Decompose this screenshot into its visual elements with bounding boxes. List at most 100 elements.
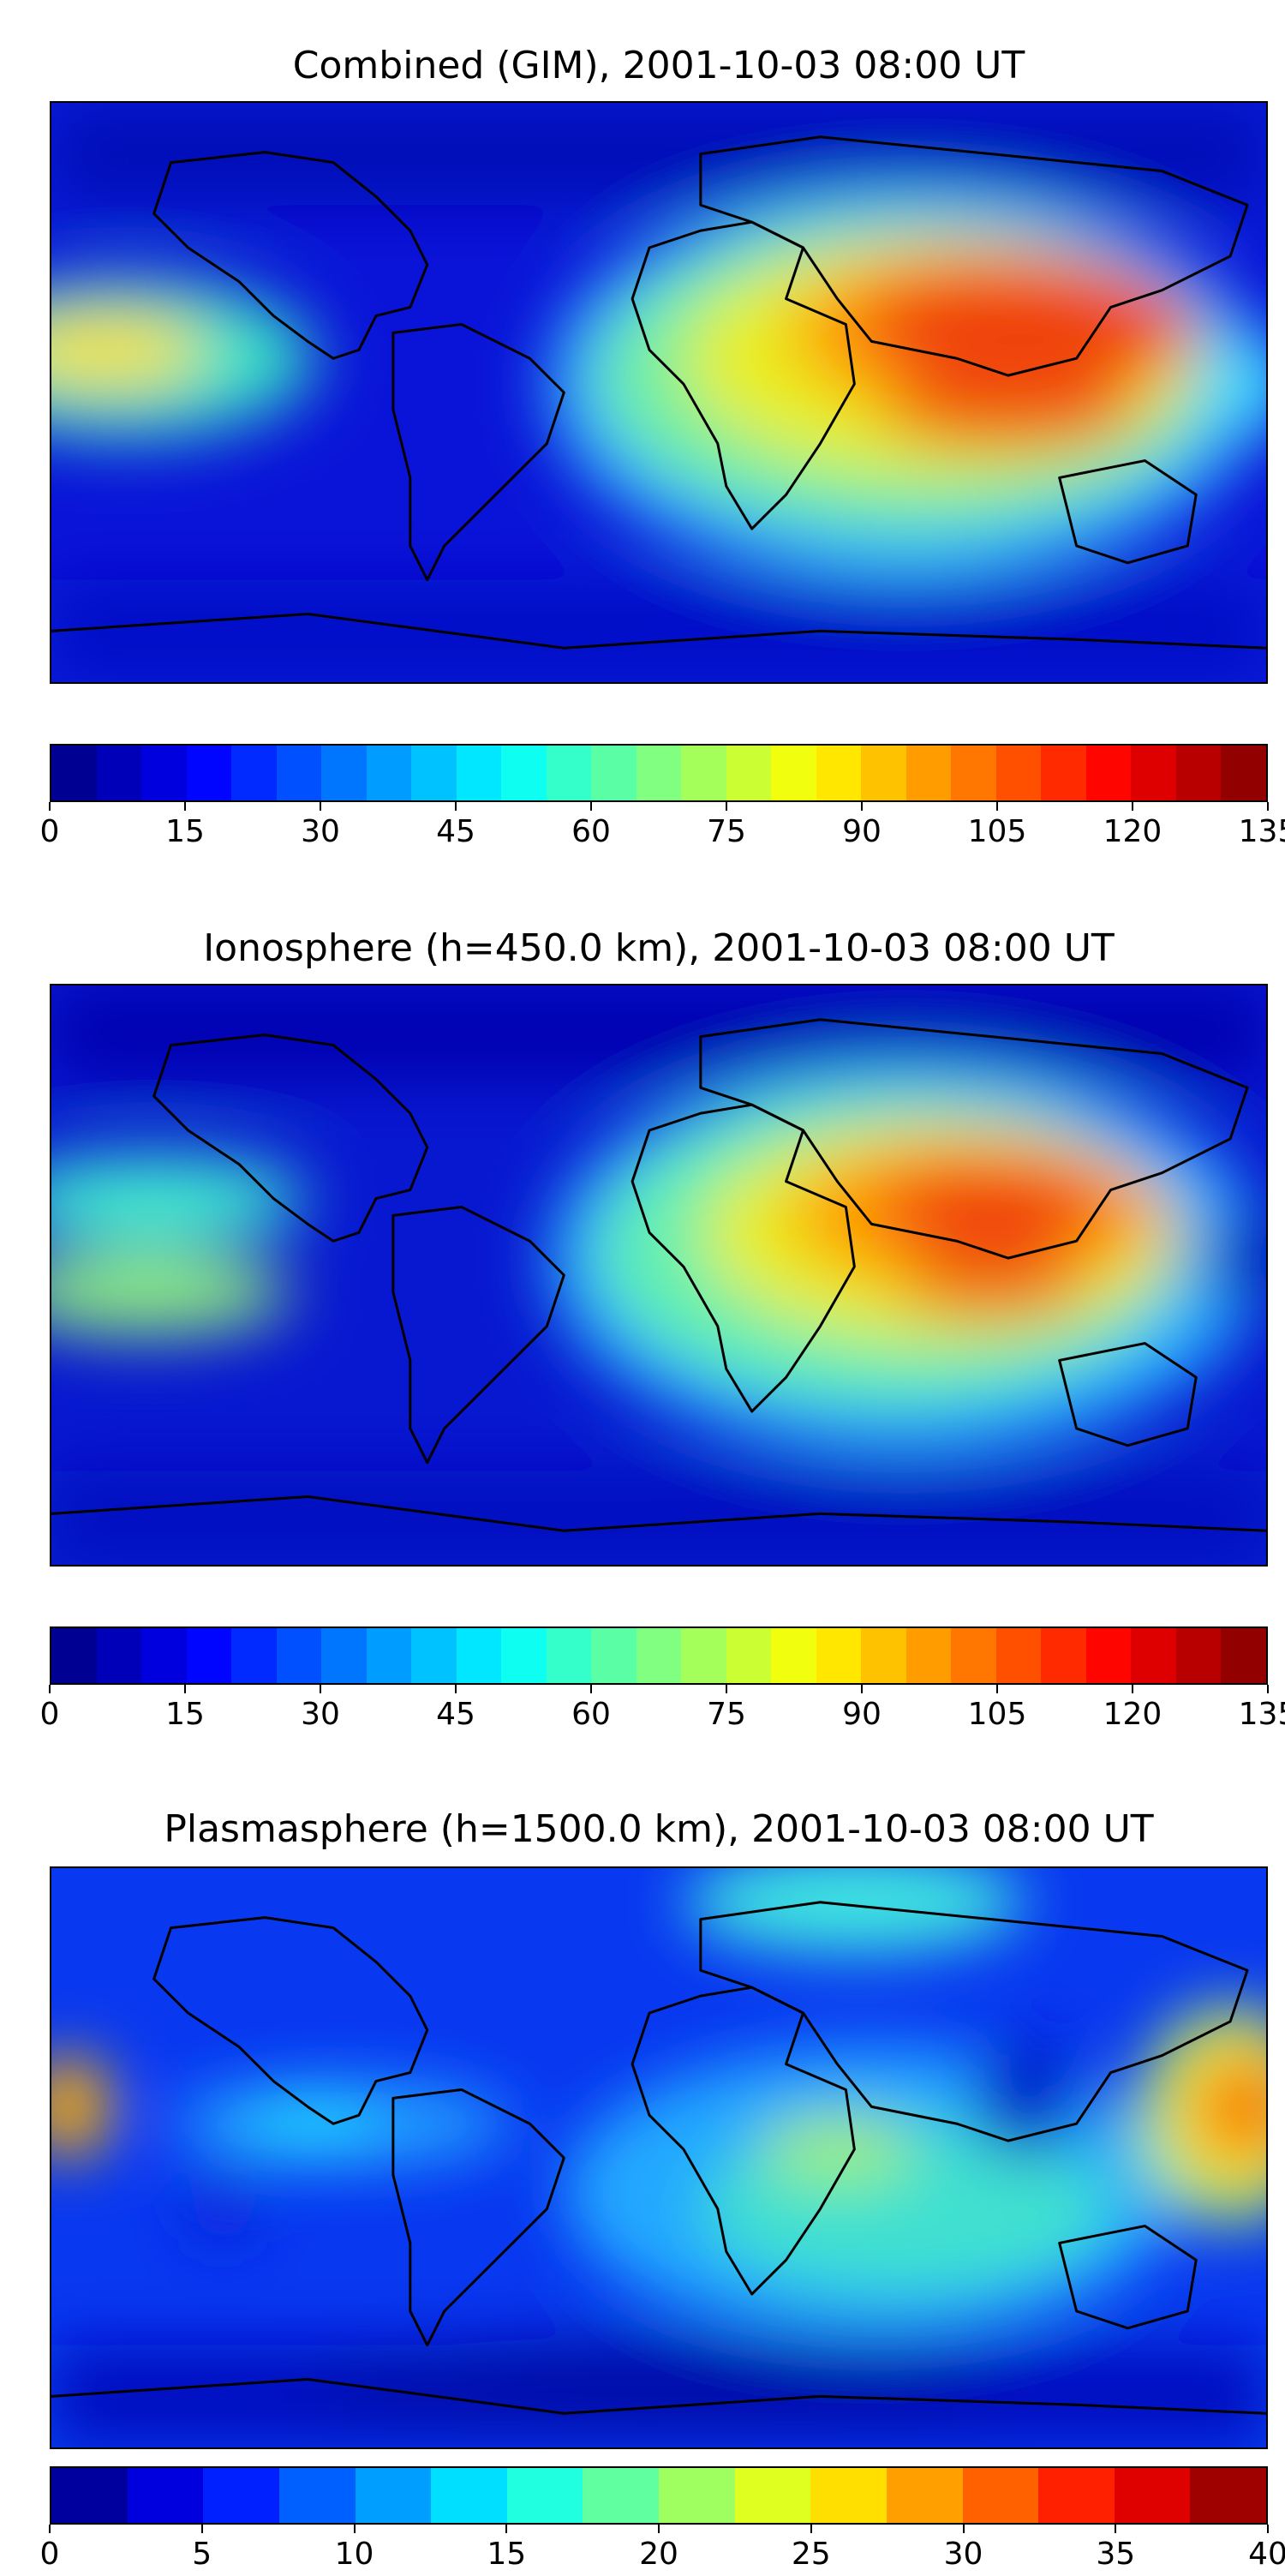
tick-label: 0: [39, 1697, 60, 1732]
colorbar-level: [186, 1628, 232, 1683]
colorbar-level: [1221, 1628, 1266, 1683]
panel-1-colorbar-ticks: 0 15 30 45 60 75 90 105 120 135: [40, 802, 1285, 854]
tick-mark: [505, 2525, 508, 2533]
tick-label: 35: [1096, 2537, 1136, 2572]
colorbar-level: [1175, 746, 1222, 800]
tick-mark: [183, 1685, 186, 1693]
colorbar-level: [1131, 1628, 1176, 1683]
colorbar-level: [951, 1628, 996, 1683]
tick-label: 90: [842, 1697, 882, 1732]
colorbar-level: [1038, 2468, 1115, 2523]
tick-label: 15: [487, 2537, 527, 2572]
colorbar-level: [141, 1628, 187, 1683]
tick-label: 0: [39, 2537, 60, 2572]
colorbar-level: [905, 746, 952, 800]
panel-3-map: [50, 1866, 1268, 2449]
colorbar-level: [231, 746, 277, 800]
tick-mark: [1131, 802, 1133, 811]
colorbar-level: [366, 746, 412, 800]
colorbar-level: [816, 1628, 862, 1683]
coastlines-layer: [51, 1018, 1266, 1532]
tick-label: 60: [571, 814, 611, 849]
tick-mark: [726, 1685, 727, 1693]
colorbar-level: [1041, 746, 1086, 800]
tick-label: 30: [301, 1697, 340, 1732]
colorbar-level: [1085, 746, 1132, 800]
colorbar-level: [681, 746, 726, 800]
colorbar-level: [659, 2468, 735, 2523]
tick-mark: [658, 2525, 660, 2533]
tick-mark: [455, 802, 457, 811]
colorbar-level: [886, 2468, 963, 2523]
tick-mark: [49, 802, 51, 811]
tick-mark: [1267, 1685, 1269, 1693]
colorbar-level: [321, 746, 367, 800]
panel-2-tec-field: [51, 985, 1266, 1565]
tick-mark: [49, 1685, 51, 1693]
colorbar-level: [681, 1628, 726, 1683]
colorbar-level: [186, 746, 232, 800]
tick-mark: [996, 802, 998, 811]
colorbar-level: [861, 1628, 906, 1683]
coastlines-layer: [51, 1901, 1266, 2415]
colorbar-level: [1175, 1628, 1222, 1683]
colorbar-level: [51, 2468, 128, 2523]
colorbar-level: [501, 746, 547, 800]
panel-3-colorbar: [50, 2466, 1268, 2525]
colorbar-level: [591, 746, 637, 800]
tick-mark: [319, 1685, 321, 1693]
tick-mark: [319, 802, 321, 811]
tick-mark: [49, 2525, 51, 2533]
colorbar-level: [501, 1628, 547, 1683]
tick-mark: [996, 1685, 998, 1693]
colorbar-level: [636, 1628, 682, 1683]
colorbar-level: [771, 746, 816, 800]
colorbar-level: [51, 746, 97, 800]
colorbar-level: [583, 2468, 659, 2523]
colorbar-level: [816, 746, 862, 800]
tick-mark: [589, 1685, 592, 1693]
tick-mark: [726, 802, 727, 811]
colorbar-level: [276, 1628, 322, 1683]
colorbar-level: [726, 746, 772, 800]
colorbar-level: [546, 746, 592, 800]
colorbar-level: [734, 2468, 811, 2523]
tick-label: 135: [1238, 1697, 1285, 1732]
tick-mark: [1131, 1685, 1133, 1693]
tick-label: 75: [707, 814, 746, 849]
colorbar-level: [96, 746, 142, 800]
coastlines-layer: [51, 135, 1266, 650]
tick-label: 105: [967, 1697, 1027, 1732]
colorbar-level: [1041, 1628, 1086, 1683]
panel-1-map: [50, 101, 1268, 684]
colorbar-level: [962, 2468, 1039, 2523]
colorbar-level: [203, 2468, 279, 2523]
tick-mark: [861, 1685, 863, 1693]
colorbar-level: [141, 746, 187, 800]
tick-mark: [353, 2525, 356, 2533]
colorbar-level: [411, 746, 457, 800]
colorbar-level: [96, 1628, 142, 1683]
tick-label: 15: [165, 1697, 205, 1732]
colorbar-level: [726, 1628, 772, 1683]
colorbar-level: [1190, 2468, 1266, 2523]
colorbar-level: [636, 746, 682, 800]
tick-label: 30: [301, 814, 340, 849]
colorbar-level: [861, 746, 906, 800]
colorbar-level: [1114, 2468, 1191, 2523]
colorbar-level: [321, 1628, 367, 1683]
tick-mark: [1267, 2525, 1269, 2533]
colorbar-level: [546, 1628, 592, 1683]
colorbar-level: [276, 746, 322, 800]
tick-mark: [962, 2525, 965, 2533]
colorbar-level: [127, 2468, 204, 2523]
tick-label: 40: [1248, 2537, 1285, 2572]
tick-mark: [861, 802, 863, 811]
panel-3-colorbar-ticks: 0 5 10 15 20 25 30 35 40: [40, 2525, 1285, 2576]
colorbar-level: [51, 1628, 97, 1683]
tick-label: 20: [639, 2537, 678, 2572]
tick-mark: [810, 2525, 812, 2533]
tick-label: 120: [1103, 1697, 1162, 1732]
colorbar-level: [1221, 746, 1266, 800]
tick-label: 120: [1103, 814, 1162, 849]
